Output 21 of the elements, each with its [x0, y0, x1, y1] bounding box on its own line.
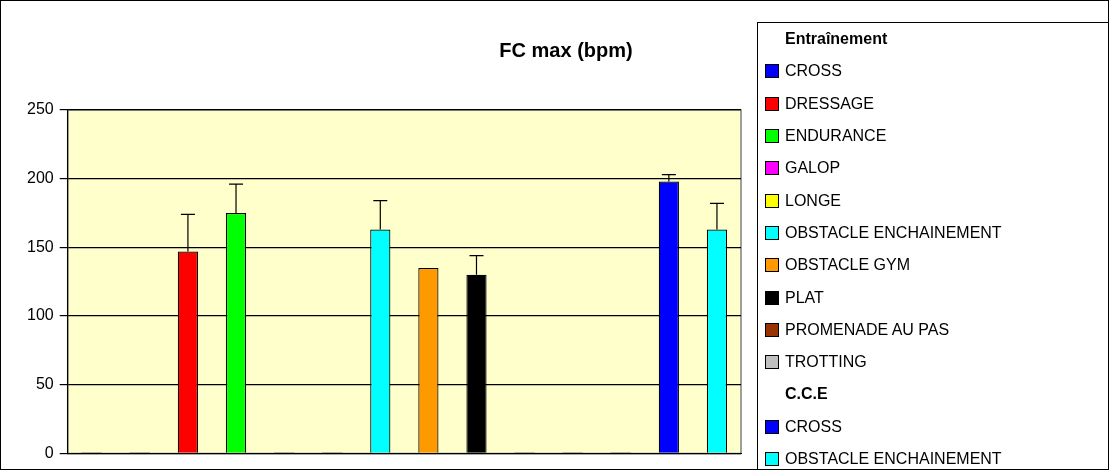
text: Entraînement — [784, 30, 888, 49]
legend-label: CROSS — [785, 417, 842, 436]
legend-label: PROMENADE AU PAS — [785, 320, 950, 339]
y-tick-label: 100 — [26, 306, 54, 324]
y-tick-label: 250 — [26, 100, 54, 118]
legend-label: DRESSAGE — [785, 94, 874, 113]
chart-title: FC max (bpm) — [499, 39, 633, 61]
legend-label: TROTTING — [785, 353, 867, 372]
y-tick-label: 150 — [26, 237, 54, 255]
legend-label: GALOP — [785, 159, 841, 178]
y-tick-label: 50 — [35, 375, 54, 393]
legend-label: OBSTACLE ENCHAINEMENT — [785, 223, 1002, 242]
legend-label: OBSTACLE GYM — [785, 256, 911, 275]
legend-label: ENDURANCE — [785, 127, 887, 146]
legend-label: OBSTACLE ENCHAINEMENT — [785, 450, 1002, 468]
y-tick-label: 200 — [26, 169, 54, 187]
legend-label: CROSS — [785, 62, 842, 81]
text: C.C.E — [784, 385, 828, 404]
y-tick-label: 0 — [44, 443, 54, 461]
legend-label: PLAT — [785, 288, 824, 307]
legend-label: LONGE — [785, 191, 842, 210]
